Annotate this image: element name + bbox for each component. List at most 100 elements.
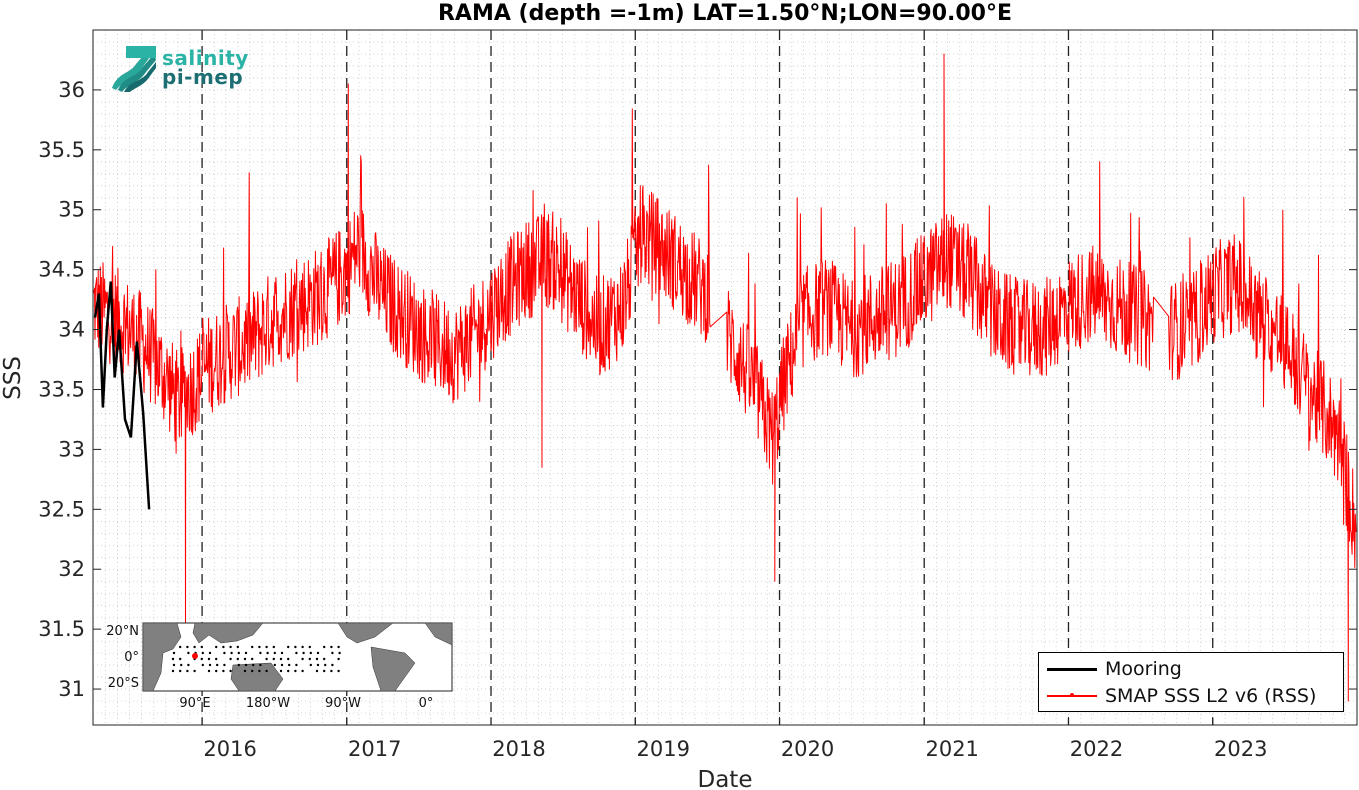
inset-buoy-dot — [279, 657, 283, 661]
inset-buoy-dot — [200, 645, 203, 649]
inset-buoy-dot — [216, 663, 219, 667]
inset-buoy-dot — [229, 645, 232, 649]
inset-buoy-dot — [222, 669, 225, 673]
salinity-pimep-logo: salinity pi-mep — [108, 44, 248, 94]
inset-land-america-north — [337, 622, 394, 644]
inset-buoy-dot — [215, 669, 218, 673]
inset-land-asia — [192, 622, 264, 644]
y-tick-label: 34.5 — [38, 258, 85, 282]
inset-buoy-dot — [258, 645, 261, 649]
inset-buoy-dot — [229, 657, 232, 661]
inset-buoy-dot — [187, 663, 190, 667]
inset-buoy-dot — [259, 663, 262, 667]
inset-buoy-dot — [331, 663, 334, 667]
chart-legend: Mooring SMAP SSS L2 v6 (RSS) — [1038, 652, 1344, 712]
inset-buoy-dot — [243, 657, 247, 661]
series-smap-line — [92, 53, 1357, 702]
grid-lines — [92, 30, 1357, 725]
inset-buoy-dot — [265, 669, 268, 673]
inset-buoy-dot — [323, 669, 326, 673]
inset-buoy-dot — [223, 663, 226, 667]
inset-buoy-dot — [236, 657, 239, 661]
inset-lon-label: 0° — [419, 696, 434, 711]
logo-waves-icon — [112, 46, 156, 92]
y-tick-label: 32 — [58, 557, 85, 581]
inset-buoy-dot — [316, 651, 320, 655]
inset-buoy-dot — [252, 663, 255, 667]
inset-buoy-dot — [230, 651, 233, 655]
y-tick-label: 31 — [58, 677, 85, 701]
inset-buoy-dot — [222, 645, 225, 649]
inset-buoy-dot — [301, 669, 304, 673]
inset-buoy-dot — [193, 669, 196, 673]
inset-buoy-dot — [309, 663, 312, 667]
x-axis-label: Date — [698, 767, 753, 790]
inset-map-land — [142, 622, 453, 692]
inset-buoy-dot — [237, 651, 240, 655]
inset-buoy-dot — [273, 663, 276, 667]
inset-buoy-dot — [201, 651, 204, 655]
inset-buoy-dot — [244, 651, 248, 655]
inset-buoy-dot — [179, 669, 182, 673]
legend-item-smap: SMAP SSS L2 v6 (RSS) — [1047, 683, 1316, 709]
inset-lon-label: 90°W — [325, 696, 361, 711]
inset-buoy-dot — [323, 657, 326, 661]
inset-buoy-dot — [272, 657, 275, 661]
y-tick-label: 36 — [58, 78, 85, 102]
inset-buoy-dot — [186, 645, 189, 649]
x-tick-label: 2017 — [348, 737, 401, 761]
inset-buoy-dot — [287, 669, 290, 673]
inset-buoy-dot — [295, 663, 298, 667]
inset-buoy-dot — [294, 645, 297, 649]
logo-text-salinity: salinity — [162, 46, 249, 70]
y-tick-label: 32.5 — [38, 497, 85, 521]
x-tick-label: 2021 — [925, 737, 978, 761]
inset-buoy-dot — [272, 645, 275, 649]
y-tick-label: 35.5 — [38, 138, 85, 162]
inset-buoy-dot — [294, 669, 297, 673]
x-tick-label: 2020 — [781, 737, 834, 761]
inset-buoy-dot — [337, 657, 340, 661]
inset-buoy-dot — [265, 657, 268, 661]
inset-buoy-dot — [215, 657, 218, 661]
series-mooring-line — [93, 281, 151, 510]
inset-buoy-dot — [207, 669, 211, 673]
inset-buoy-dot — [301, 645, 304, 649]
y-tick-label: 35 — [58, 198, 85, 222]
inset-highlight-buoy — [192, 653, 198, 659]
inset-buoy-dot — [208, 651, 212, 655]
inset-buoy-dot — [258, 669, 261, 673]
inset-buoy-dot — [309, 651, 312, 655]
inset-buoy-dot — [251, 657, 254, 661]
y-tick-label: 33.5 — [38, 377, 85, 401]
inset-buoy-dot — [331, 651, 334, 655]
inset-land-europe — [424, 622, 453, 646]
inset-buoy-dot — [207, 657, 211, 661]
inset-buoy-dot — [323, 645, 326, 649]
chart-title: RAMA (depth =-1m) LAT=1.50°N;LON=90.00°E — [438, 1, 1012, 26]
inset-buoy-dot — [337, 645, 340, 649]
inset-lon-label: 180°W — [246, 696, 290, 711]
inset-buoy-dot — [280, 663, 284, 667]
inset-buoy-dot — [288, 663, 291, 667]
inset-map-buoys — [171, 645, 341, 673]
inset-land-america-south — [370, 646, 416, 692]
inset-buoy-dot — [172, 663, 176, 667]
axes-box — [92, 29, 1358, 726]
inset-buoy-dot — [302, 651, 305, 655]
inset-buoy-dot — [180, 663, 183, 667]
inset-land-australia — [230, 662, 284, 692]
inset-buoy-dot — [251, 645, 254, 649]
inset-buoy-dot — [287, 645, 290, 649]
inset-lon-label: 90°E — [179, 696, 210, 711]
inset-buoy-dot — [273, 651, 276, 655]
y-axis-label: SSS — [0, 356, 26, 400]
inset-lat-label: 0° — [124, 650, 139, 665]
y-tick-label: 34 — [58, 318, 85, 342]
inset-buoy-dot — [316, 663, 320, 667]
inset-buoy-dot — [237, 663, 240, 667]
inset-buoy-dot — [338, 651, 341, 655]
inset-buoy-dot — [265, 645, 268, 649]
legend-label-smap: SMAP SSS L2 v6 (RSS) — [1105, 685, 1317, 707]
